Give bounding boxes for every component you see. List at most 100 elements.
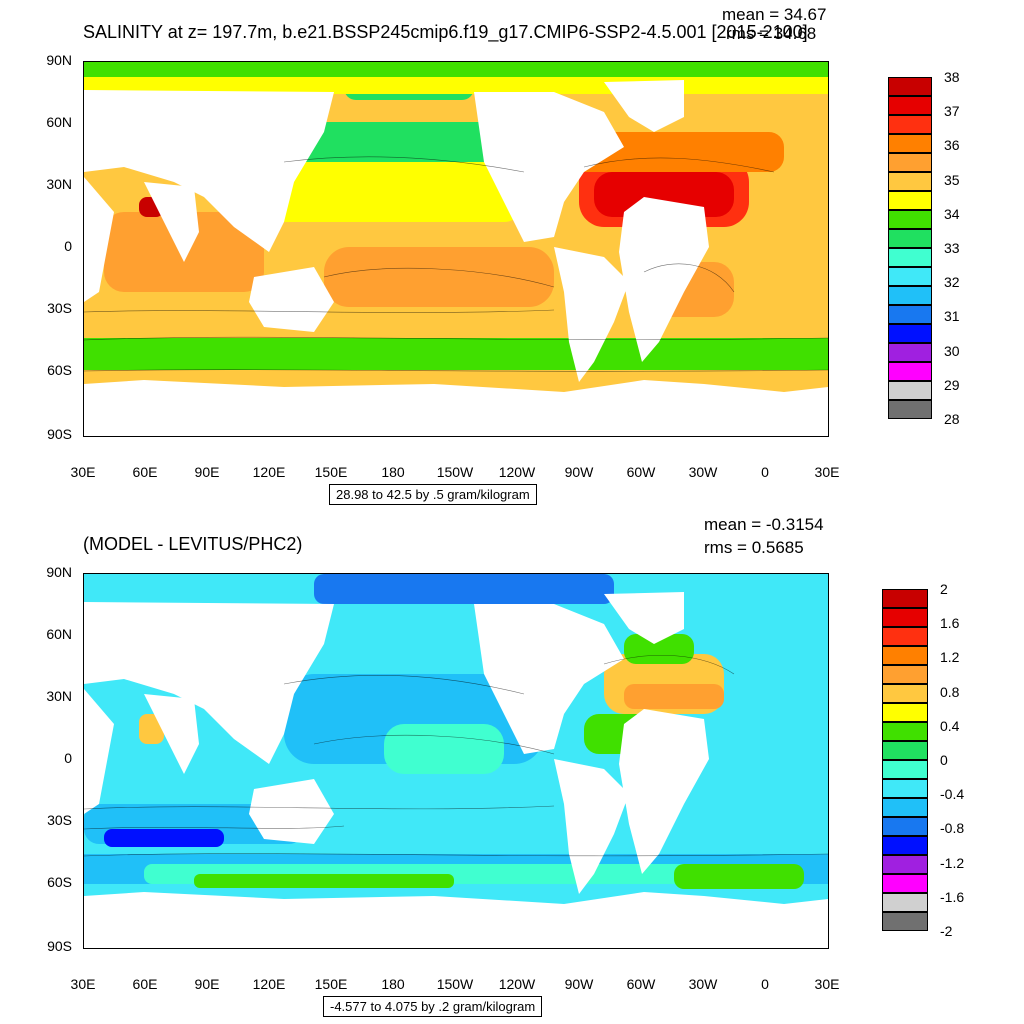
colorbar-swatch [882,722,928,741]
lon-label: 30E [70,976,96,992]
lon-label: 150E [314,976,348,992]
colorbar-swatch [882,760,928,779]
lon-label: 90E [194,976,220,992]
lon-label: 30W [688,464,718,480]
lon-label: 120W [498,464,536,480]
colorbar-swatch [882,817,928,836]
colorbar-label: 37 [944,103,960,120]
colorbar-label: 35 [944,171,960,188]
lon-label: 180 [381,976,405,992]
lat-label: 60S [47,874,72,890]
colorbar-label: 32 [944,274,960,291]
lon-label: 90W [564,464,594,480]
lat-label: 30S [47,812,72,828]
lat-label: 90S [47,426,72,442]
colorbar-swatch [888,381,932,400]
lon-label: 30E [70,464,96,480]
lon-label: 120E [252,464,286,480]
lon-label: 0 [761,464,769,480]
colorbar-swatch [888,134,932,153]
lon-label: 180 [381,464,405,480]
lon-label: 30W [688,976,718,992]
colorbar-swatch [882,893,928,912]
mean-value: mean = 34.67 [722,5,827,24]
contour-range-label: -4.577 to 4.075 by .2 gram/kilogram [323,996,543,1017]
colorbar-swatch [888,343,932,362]
colorbar-swatch [888,229,932,248]
lon-label: 150W [436,976,474,992]
colorbar-swatch [882,874,928,893]
difference-panel: (MODEL - LEVITUS/PHC2) mean = -0.3154 rm… [0,512,1024,1024]
rms-value: rms = 34.68 [726,24,817,43]
lat-label: 30S [47,300,72,316]
colorbar-swatch [888,286,932,305]
lon-label: 60E [132,976,158,992]
colorbar-swatch [882,836,928,855]
colorbar-label: 0.4 [940,717,960,734]
colorbar-swatch [882,627,928,646]
colorbar-swatch [888,96,932,115]
lon-label: 90W [564,976,594,992]
colorbar-swatch [882,646,928,665]
colorbar-swatch [888,400,932,419]
lon-label: 30E [814,464,840,480]
colorbar-swatch [888,172,932,191]
lat-label: 0 [64,750,72,766]
colorbar-swatch [888,153,932,172]
lat-label: 0 [64,238,72,254]
colorbar-label: 2 [940,581,948,597]
colorbar-label: -0.4 [940,786,965,803]
colorbar-label: 29 [944,376,960,393]
colorbar-label: 36 [944,137,960,154]
colorbar-swatch [888,324,932,343]
lon-label: 0 [761,976,769,992]
colorbar-label: 1.2 [940,649,960,666]
lat-label: 30N [46,688,72,704]
colorbar-swatch [888,248,932,267]
lon-label: 90E [194,464,220,480]
contour-range-label: 28.98 to 42.5 by .5 gram/kilogram [329,484,537,505]
colorbar-swatch [888,305,932,324]
colorbar-swatch [882,608,928,627]
lat-label: 90S [47,938,72,954]
colorbar-swatch [888,77,932,96]
lat-label: 60N [46,114,72,130]
panel-title: (MODEL - LEVITUS/PHC2) [83,534,303,554]
colorbar-swatch [882,741,928,760]
lon-label: 150W [436,464,474,480]
colorbar-label: 28 [944,411,960,427]
lon-label: 60W [626,464,656,480]
lat-label: 90N [46,52,72,68]
colorbar-swatch [888,362,932,381]
mean-value: mean = -0.3154 [704,515,824,534]
colorbar-swatch [882,684,928,703]
lat-label: 60S [47,362,72,378]
lat-label: 60N [46,626,72,642]
colorbar-label: 33 [944,240,960,256]
colorbar-label: 34 [944,205,960,222]
panel-title: SALINITY at z= 197.7m, b.e21.BSSP245cmip… [83,22,808,42]
colorbar-swatch [882,912,928,931]
lon-label: 120E [252,976,286,992]
rms-value: rms = 0.5685 [704,538,804,557]
lat-label: 30N [46,176,72,192]
colorbar-label: 0.8 [940,683,960,700]
colorbar-label: -1.6 [940,888,965,905]
lon-label: 60W [626,976,656,992]
lat-label: 90N [46,564,72,580]
colorbar-swatch [882,798,928,817]
colorbar-label: 31 [944,308,960,325]
colorbar-swatch [882,703,928,722]
colorbar-label: 0 [940,752,948,768]
colorbar-swatch [882,665,928,684]
salinity-panel: SALINITY at z= 197.7m, b.e21.BSSP245cmip… [46,5,960,505]
colorbar-label: 38 [944,69,960,85]
colorbar-swatch [888,191,932,210]
colorbar-label: -0.8 [940,820,965,837]
lon-label: 120W [498,976,536,992]
colorbar-swatch [888,267,932,286]
lon-label: 30E [814,976,840,992]
lon-label: 150E [314,464,348,480]
salinity-map [83,61,829,437]
lon-label: 60E [132,464,158,480]
